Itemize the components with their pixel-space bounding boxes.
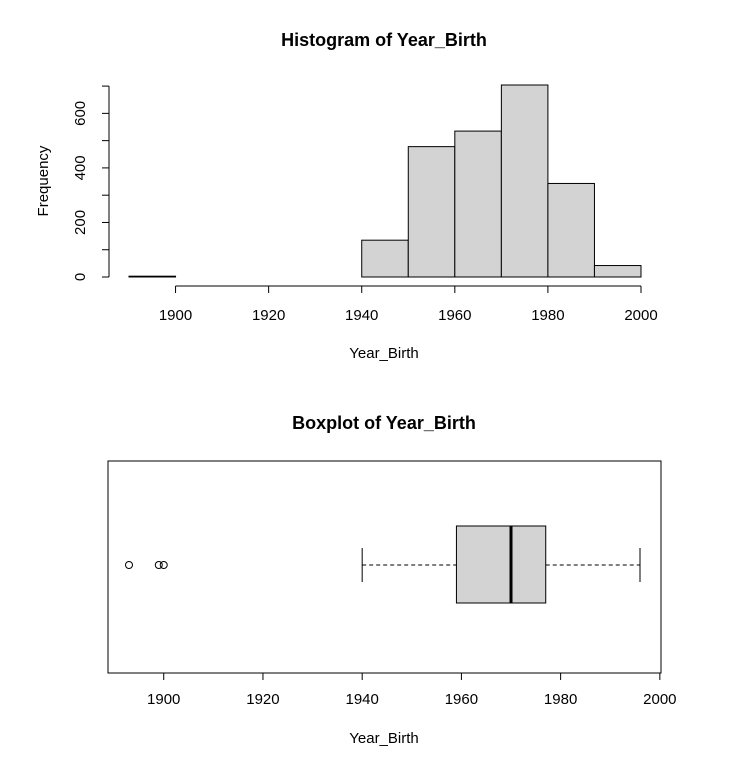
boxplot-outlier — [125, 561, 133, 569]
histogram-x-tick-label: 2000 — [624, 307, 657, 324]
histogram-bar-1980-1990 — [547, 182, 595, 278]
histogram-bar-1940-1950 — [361, 239, 409, 278]
histogram-x-tick-label: 1900 — [159, 307, 192, 324]
histogram-y-axis: 0 200 400 600 — [72, 85, 110, 281]
histogram-x-tick-label: 1980 — [531, 307, 564, 324]
boxplot-box — [455, 525, 547, 604]
boxplot-x-tick-label: 2000 — [643, 691, 676, 708]
boxplot-frame — [107, 460, 662, 674]
histogram-y-axis-label: Frequency — [35, 145, 52, 216]
boxplot-panel: Boxplot of Year_Birth Year_Birth 1900 192… — [107, 413, 677, 747]
histogram-x-axis: 1900 1920 1940 1960 1980 2000 — [159, 285, 658, 324]
histogram-x-tick-label: 1940 — [345, 307, 378, 324]
histogram-bar-1960-1970 — [454, 130, 502, 278]
boxplot-x-axis-label: Year_Birth — [349, 730, 419, 747]
histogram-x-tick-label: 1960 — [438, 307, 471, 324]
histogram-y-tick-label: 400 — [72, 155, 89, 180]
histogram-bar-1970-1980 — [500, 84, 549, 278]
histogram-bars — [128, 84, 642, 278]
boxplot-marks — [125, 525, 641, 604]
boxplot-x-axis: 1900 1920 1940 1960 1980 2000 — [147, 672, 677, 708]
histogram-title: Histogram of Year_Birth — [281, 30, 487, 50]
boxplot-title: Boxplot of Year_Birth — [292, 413, 476, 433]
boxplot-x-tick-label: 1920 — [246, 691, 279, 708]
boxplot-outlier — [154, 561, 163, 569]
histogram-bar-1950-1960 — [407, 146, 456, 278]
histogram-x-axis-label: Year_Birth — [349, 345, 419, 362]
boxplot-outlier — [159, 561, 168, 569]
histogram-bar-1990-2000 — [593, 265, 642, 278]
histogram-panel: Histogram of Year_Birth Year_Birth Frequ… — [35, 30, 658, 362]
histogram-y-tick-label: 600 — [72, 101, 89, 126]
histogram-x-tick-label: 1920 — [252, 307, 285, 324]
histogram-y-tick-label: 0 — [72, 273, 89, 281]
histogram-y-tick-label: 200 — [72, 210, 89, 235]
boxplot-x-tick-label: 1980 — [544, 691, 577, 708]
boxplot-x-tick-label: 1940 — [345, 691, 378, 708]
histogram-bar-1890-1900 — [128, 275, 177, 278]
boxplot-x-tick-label: 1900 — [147, 691, 180, 708]
boxplot-x-tick-label: 1960 — [445, 691, 478, 708]
